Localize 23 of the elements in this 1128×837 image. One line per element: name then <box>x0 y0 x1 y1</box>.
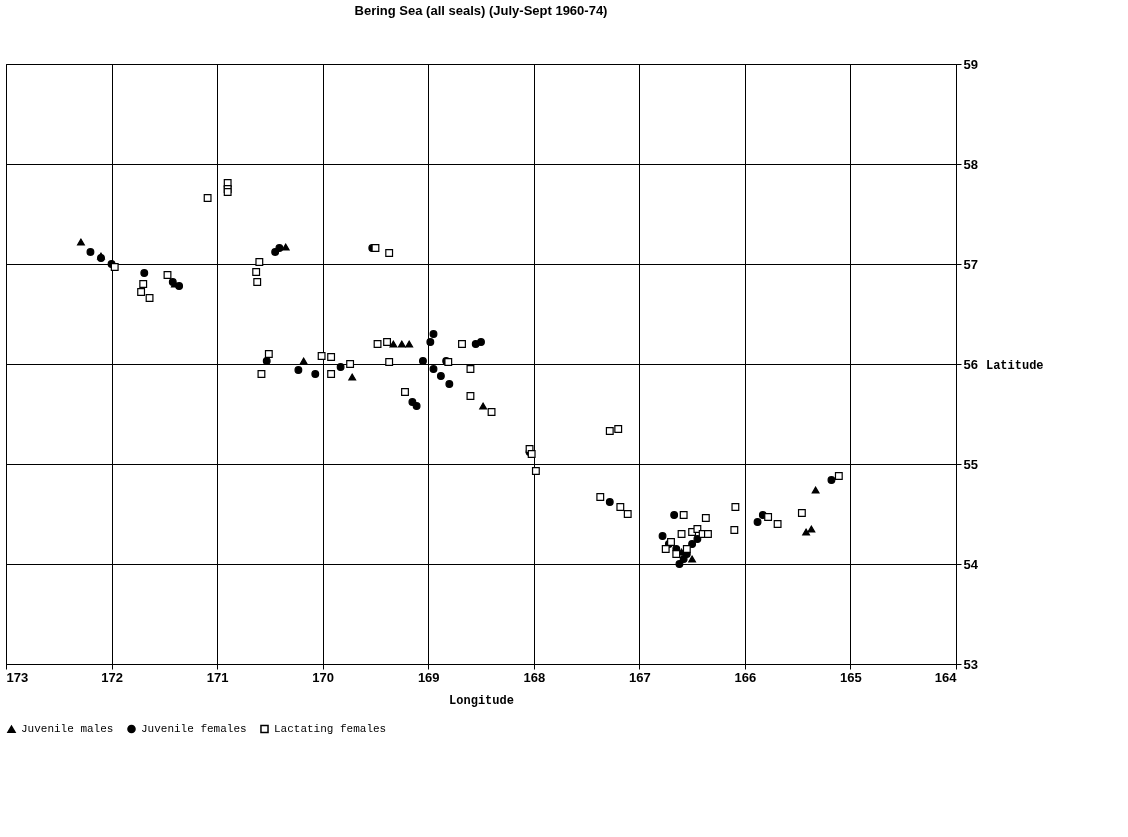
legend-label: Juvenile females <box>141 722 247 735</box>
y-tick-label: 57 <box>963 256 978 272</box>
x-tick-label: 166 <box>734 669 757 685</box>
x-tick-label: 173 <box>6 669 29 685</box>
x-tick-label: 169 <box>417 669 440 685</box>
x-tick-label: 171 <box>206 669 229 685</box>
chart-title: Bering Sea (all seals) (July-Sept 1960-74) <box>354 3 608 18</box>
y-tick-label: 58 <box>963 156 978 172</box>
y-axis-title: Latitude <box>985 358 1044 373</box>
y-tick-label: 59 <box>963 56 978 72</box>
x-tick-label: 170 <box>312 669 335 685</box>
x-tick-label: 168 <box>523 669 546 685</box>
x-tick-label: 165 <box>840 669 862 685</box>
legend-label: Lactating females <box>274 722 387 735</box>
legend-label: Juvenile males <box>21 723 114 736</box>
y-tick-label: 55 <box>963 456 978 472</box>
y-tick-label: 53 <box>963 656 978 672</box>
x-tick-label: 164 <box>934 669 958 685</box>
y-tick-label: 56 <box>963 356 978 372</box>
x-tick-label: 167 <box>628 669 651 685</box>
x-tick-label: 172 <box>101 669 123 685</box>
y-tick-label: 54 <box>963 556 979 572</box>
x-axis-title: Longitude <box>449 693 514 708</box>
